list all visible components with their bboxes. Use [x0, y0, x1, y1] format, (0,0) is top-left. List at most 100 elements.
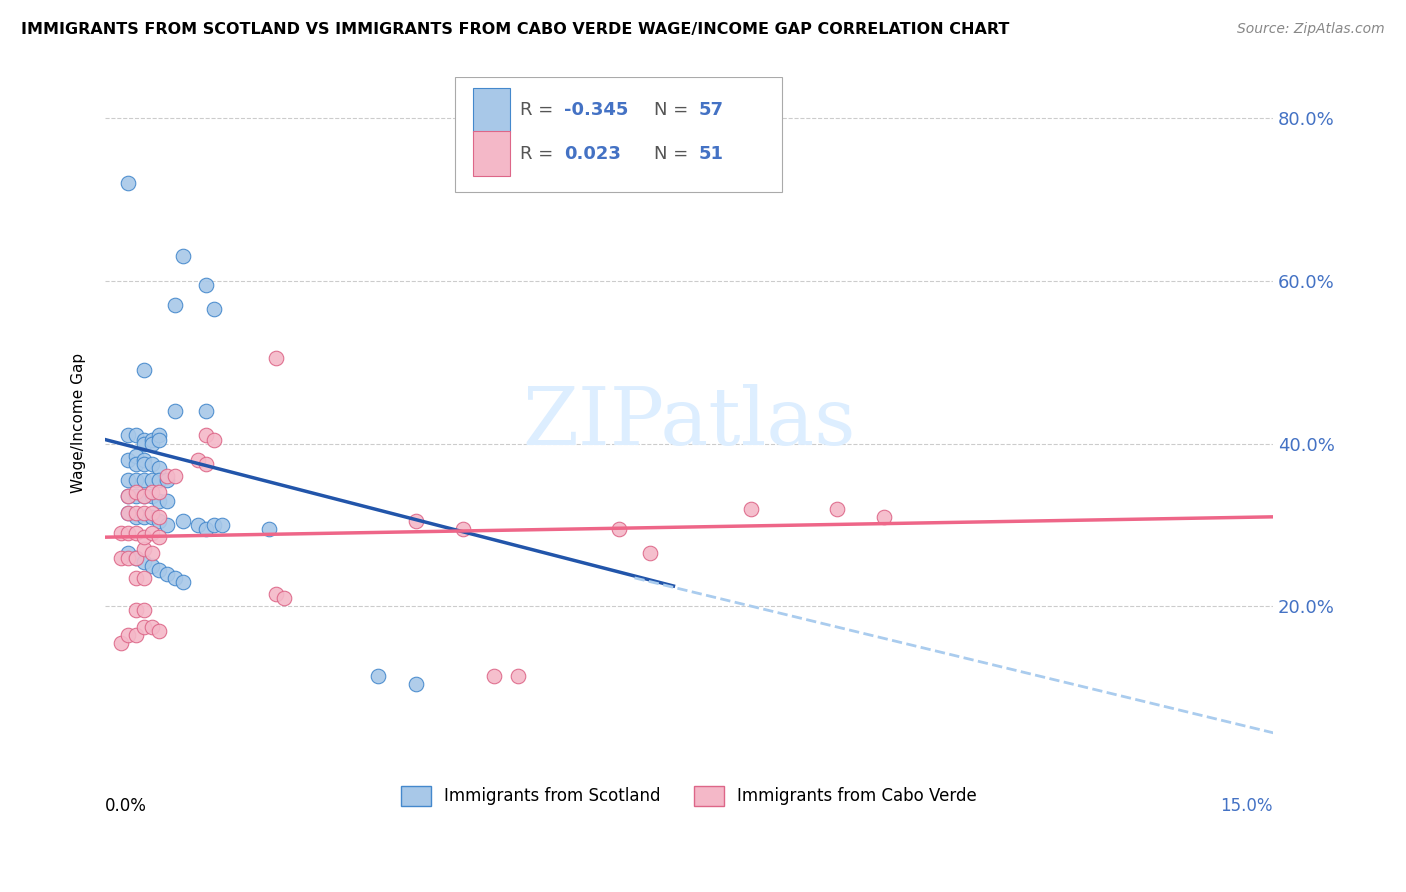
Point	[257, 522, 280, 536]
Point	[141, 526, 163, 541]
Text: 0.0%: 0.0%	[105, 797, 146, 814]
Point	[141, 457, 163, 471]
Point	[156, 518, 179, 533]
Point	[156, 493, 179, 508]
Point	[148, 473, 170, 487]
Point	[132, 603, 155, 617]
Point	[172, 250, 194, 264]
FancyBboxPatch shape	[472, 131, 510, 176]
Point	[195, 457, 218, 471]
Text: 51: 51	[699, 145, 723, 162]
Point	[148, 563, 170, 577]
Point	[172, 514, 194, 528]
Point	[125, 571, 148, 585]
Point	[117, 428, 139, 442]
Point	[141, 433, 163, 447]
Point	[132, 473, 155, 487]
Point	[148, 530, 170, 544]
Point	[405, 514, 427, 528]
Point	[148, 509, 170, 524]
Point	[367, 668, 389, 682]
Point	[125, 485, 148, 500]
Point	[484, 668, 506, 682]
Point	[125, 526, 148, 541]
Point	[156, 566, 179, 581]
Point	[132, 490, 155, 504]
Point	[141, 473, 163, 487]
Point	[825, 501, 848, 516]
Point	[405, 676, 427, 690]
Text: ZIPatlas: ZIPatlas	[522, 384, 856, 462]
Point	[125, 428, 148, 442]
Point	[132, 457, 155, 471]
Text: IMMIGRANTS FROM SCOTLAND VS IMMIGRANTS FROM CABO VERDE WAGE/INCOME GAP CORRELATI: IMMIGRANTS FROM SCOTLAND VS IMMIGRANTS F…	[21, 22, 1010, 37]
Point	[141, 436, 163, 450]
Point	[117, 176, 139, 190]
Point	[110, 526, 132, 541]
Point	[141, 620, 163, 634]
Point	[148, 461, 170, 475]
Point	[141, 490, 163, 504]
FancyBboxPatch shape	[472, 87, 510, 132]
Text: 15.0%: 15.0%	[1220, 797, 1272, 814]
Point	[638, 546, 661, 560]
Point	[165, 298, 187, 312]
Point	[172, 574, 194, 589]
Point	[187, 518, 209, 533]
Point	[141, 509, 163, 524]
Point	[125, 490, 148, 504]
Point	[148, 514, 170, 528]
Text: R =: R =	[520, 145, 558, 162]
Point	[132, 433, 155, 447]
Point	[110, 636, 132, 650]
Text: N =: N =	[654, 101, 695, 119]
Point	[110, 550, 132, 565]
Point	[117, 490, 139, 504]
Text: 0.023: 0.023	[564, 145, 621, 162]
Point	[141, 506, 163, 520]
Point	[132, 555, 155, 569]
Point	[132, 530, 155, 544]
Point	[125, 509, 148, 524]
Point	[125, 603, 148, 617]
Text: N =: N =	[654, 145, 695, 162]
Point	[156, 473, 179, 487]
Point	[195, 277, 218, 292]
Point	[132, 506, 155, 520]
Point	[141, 558, 163, 573]
Point	[117, 628, 139, 642]
Point	[451, 522, 474, 536]
Point	[273, 591, 295, 606]
Point	[132, 542, 155, 557]
Point	[211, 518, 233, 533]
FancyBboxPatch shape	[456, 78, 783, 192]
Point	[117, 473, 139, 487]
Point	[148, 624, 170, 638]
Text: 57: 57	[699, 101, 723, 119]
Point	[132, 620, 155, 634]
Point	[187, 453, 209, 467]
Point	[607, 522, 630, 536]
Point	[156, 469, 179, 483]
Point	[125, 550, 148, 565]
Text: Source: ZipAtlas.com: Source: ZipAtlas.com	[1237, 22, 1385, 37]
Point	[202, 518, 225, 533]
Point	[141, 546, 163, 560]
Point	[125, 473, 148, 487]
Legend: Immigrants from Scotland, Immigrants from Cabo Verde: Immigrants from Scotland, Immigrants fro…	[394, 779, 984, 813]
Point	[165, 404, 187, 418]
Point	[132, 363, 155, 377]
Point	[202, 302, 225, 317]
Point	[873, 509, 896, 524]
Point	[148, 428, 170, 442]
Point	[141, 485, 163, 500]
Point	[195, 428, 218, 442]
Point	[117, 506, 139, 520]
Point	[132, 509, 155, 524]
Point	[117, 453, 139, 467]
Point	[117, 526, 139, 541]
Point	[117, 506, 139, 520]
Point	[266, 351, 288, 366]
Point	[165, 571, 187, 585]
Point	[148, 493, 170, 508]
